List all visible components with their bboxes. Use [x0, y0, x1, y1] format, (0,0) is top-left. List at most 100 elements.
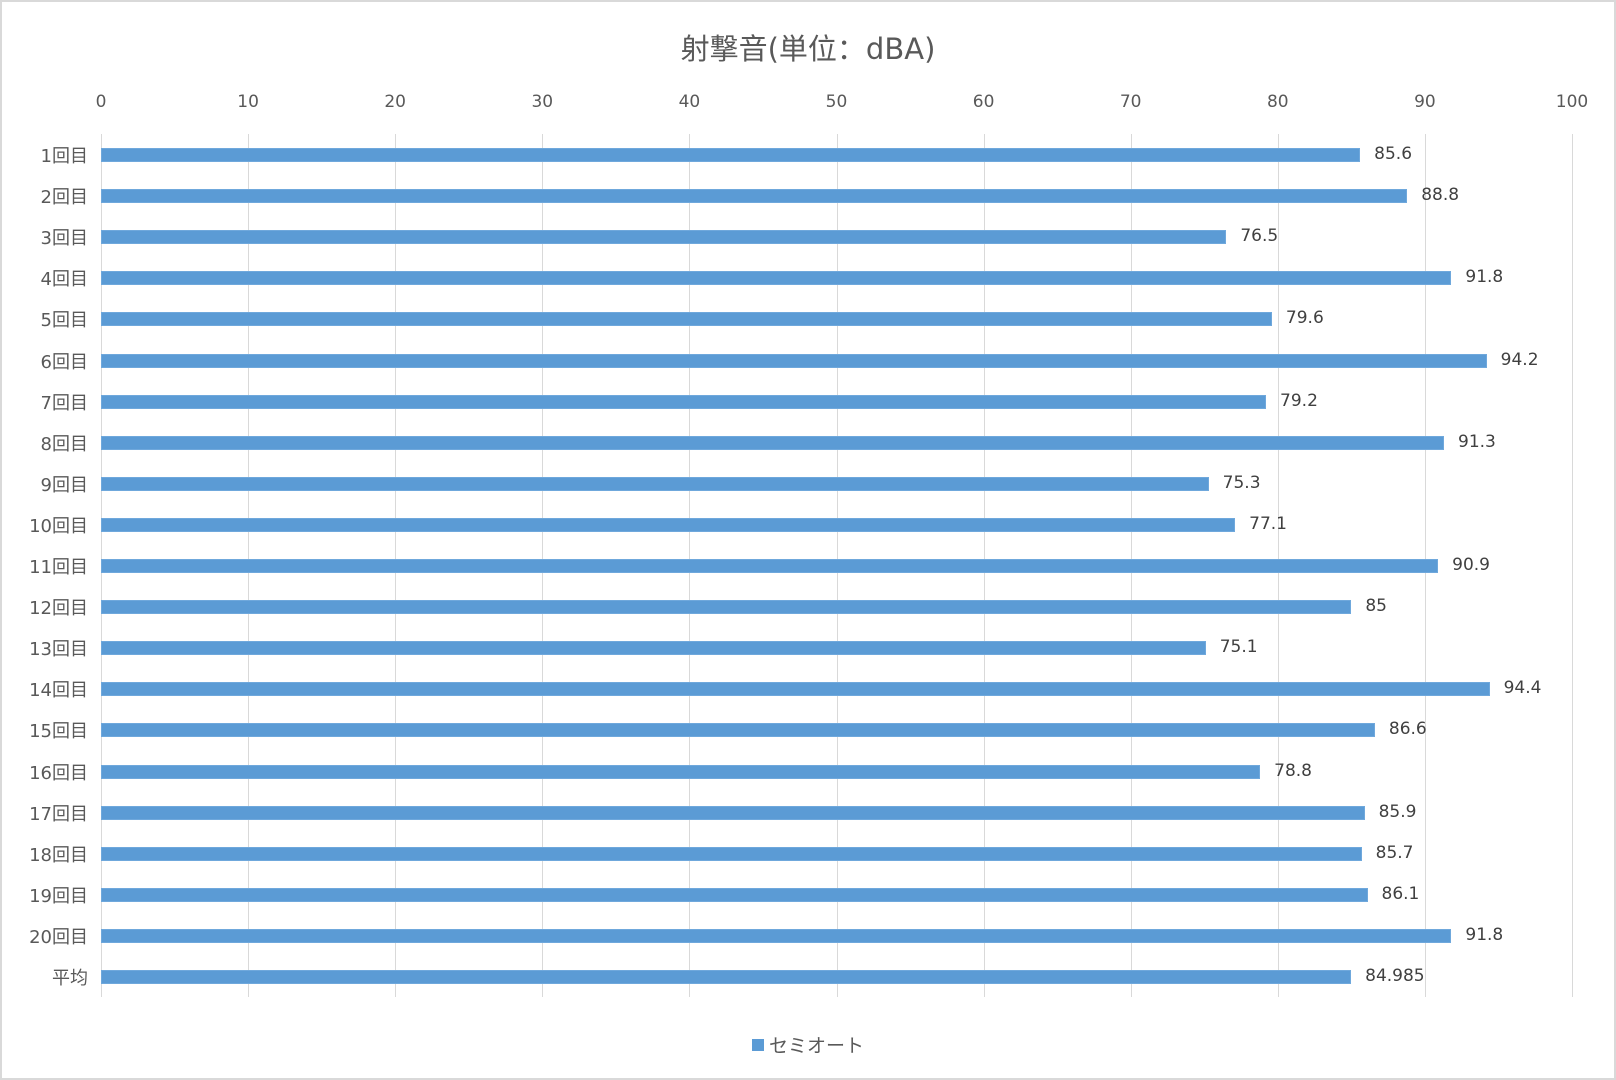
bar[interactable] [101, 970, 1352, 984]
x-tick-label: 70 [1119, 92, 1142, 112]
bar[interactable] [101, 394, 1267, 409]
category-label: 8回目 [40, 433, 88, 455]
bar-row: 75.1 [101, 637, 1572, 657]
bar-row: 91.8 [101, 267, 1572, 287]
data-label: 94.2 [1500, 349, 1539, 370]
data-label: 85.7 [1375, 842, 1414, 863]
data-label: 91.8 [1465, 924, 1504, 945]
bar[interactable] [101, 764, 1261, 779]
legend: セミオート [0, 1031, 1616, 1058]
category-label: 3回目 [40, 228, 88, 250]
bar[interactable] [101, 887, 1368, 902]
bar[interactable] [101, 312, 1272, 327]
x-tick-label: 90 [1414, 92, 1436, 112]
category-label: 平均 [52, 968, 88, 989]
bar-row: 78.8 [101, 761, 1572, 781]
bar[interactable] [101, 189, 1408, 204]
category-label: 14回目 [29, 680, 88, 702]
bar[interactable] [101, 517, 1236, 532]
bar-row: 91.8 [101, 925, 1572, 945]
category-label: 9回目 [40, 474, 88, 496]
data-label: 91.3 [1458, 431, 1496, 452]
bar[interactable] [101, 600, 1352, 615]
category-label: 2回目 [40, 187, 88, 209]
bar[interactable] [101, 559, 1439, 573]
bar-row: 75.3 [101, 473, 1572, 493]
data-label: 85 [1365, 596, 1387, 617]
data-label: 84.985 [1365, 966, 1425, 986]
category-label: 1回目 [40, 146, 88, 167]
bar-row: 94.4 [101, 678, 1572, 698]
bar-row: 79.2 [101, 391, 1572, 411]
x-tick-label: 0 [95, 92, 107, 112]
data-label: 85.6 [1374, 144, 1413, 164]
data-label: 77.1 [1249, 513, 1287, 534]
bar[interactable] [101, 476, 1209, 491]
data-label: 75.3 [1222, 472, 1261, 493]
bar-row: 86.1 [101, 884, 1572, 904]
bar[interactable] [101, 148, 1361, 162]
bar[interactable] [101, 928, 1452, 943]
category-label: 18回目 [29, 844, 88, 866]
data-label: 86.6 [1388, 719, 1427, 740]
data-label: 94.4 [1503, 678, 1542, 699]
data-label: 79.2 [1280, 390, 1318, 411]
data-label: 91.8 [1465, 267, 1504, 288]
x-tick-label: 80 [1266, 92, 1289, 112]
bar[interactable] [101, 353, 1487, 368]
bar-row: 88.8 [101, 185, 1572, 205]
x-tick-label: 30 [531, 92, 554, 112]
category-label: 19回目 [29, 885, 88, 907]
category-label: 12回目 [29, 598, 88, 620]
bar-row: 91.3 [101, 432, 1572, 452]
bar[interactable] [101, 435, 1445, 450]
bar[interactable] [101, 805, 1365, 820]
data-label: 79.6 [1285, 308, 1324, 329]
category-label: 16回目 [29, 762, 88, 784]
bar-row: 79.6 [101, 308, 1572, 328]
category-label: 5回目 [40, 310, 88, 332]
bar[interactable] [101, 682, 1490, 697]
bar-row: 85.6 [101, 144, 1572, 164]
x-tick-label: 50 [825, 92, 848, 112]
data-label: 85.9 [1378, 801, 1417, 822]
category-label: 6回目 [40, 351, 88, 373]
bar[interactable] [101, 271, 1452, 286]
data-label: 76.5 [1240, 226, 1279, 247]
bar-row: 77.1 [101, 514, 1572, 534]
bar-row: 76.5 [101, 226, 1572, 246]
category-label: 17回目 [29, 803, 88, 825]
x-tick-label: 60 [972, 92, 995, 112]
data-label: 75.1 [1219, 637, 1258, 658]
legend-swatch-icon [751, 1039, 764, 1051]
chart-title: 射撃音(単位：dBA) [680, 32, 936, 66]
data-label: 86.1 [1381, 883, 1420, 904]
data-label: 78.8 [1274, 760, 1312, 781]
bar-row: 90.9 [101, 555, 1572, 575]
bar-row: 84.985 [101, 966, 1572, 986]
bar-row: 85.7 [101, 843, 1572, 863]
category-label: 10回目 [29, 515, 88, 537]
bar-row: 86.6 [101, 719, 1572, 739]
category-label: 4回目 [40, 269, 88, 291]
bar[interactable] [101, 641, 1206, 656]
x-tick-label: 10 [237, 92, 259, 112]
category-label: 13回目 [29, 639, 88, 661]
bar-row: 85.9 [101, 802, 1572, 822]
x-tick-label: 100 [1555, 92, 1589, 112]
data-label: 88.8 [1421, 185, 1460, 206]
legend-label: セミオート [768, 1035, 864, 1057]
category-label: 7回目 [40, 392, 88, 414]
bar[interactable] [101, 230, 1227, 245]
x-tick-label: 40 [678, 92, 701, 112]
bar-row: 94.2 [101, 350, 1572, 370]
gridline [1572, 134, 1573, 997]
bar[interactable] [101, 723, 1375, 738]
category-label: 11回目 [29, 557, 88, 578]
bar-row: 85 [101, 596, 1572, 616]
x-tick-label: 20 [384, 92, 407, 112]
plot-area: 85.6 88.8 76.5 91.8 79.6 94.2 79.2 91.3 75.3 77.1… [101, 134, 1573, 997]
bar[interactable] [101, 846, 1362, 861]
category-label: 20回目 [29, 926, 88, 948]
category-label: 15回目 [29, 721, 88, 743]
